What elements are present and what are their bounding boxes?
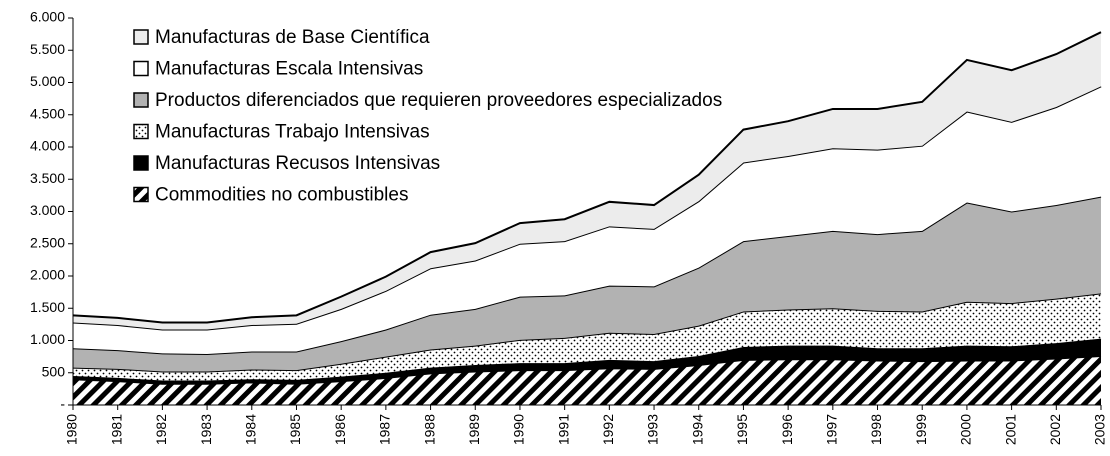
y-tick-label: 1.000	[30, 331, 65, 347]
legend-label: Manufacturas Trabajo Intensivas	[155, 122, 430, 143]
x-tick-label: 2000	[958, 414, 974, 445]
x-tick-label: 1991	[555, 414, 571, 445]
x-tick-label: 1999	[913, 414, 929, 445]
x-tick-label: 1992	[600, 414, 616, 445]
x-tick-label: 1981	[108, 414, 124, 445]
x-tick-label: 2003	[1092, 414, 1108, 445]
x-tick-label: 1993	[645, 414, 661, 445]
y-tick-label: 500	[42, 363, 66, 379]
legend-swatch	[133, 123, 149, 140]
y-tick-label: -	[60, 396, 65, 412]
legend-swatch	[133, 60, 149, 77]
y-tick-label: 5.000	[30, 73, 65, 89]
y-tick-label: 3.000	[30, 202, 65, 218]
area	[73, 196, 1101, 372]
x-tick-label: 1980	[64, 414, 80, 445]
x-tick-label: 1986	[332, 414, 348, 445]
area	[73, 355, 1101, 405]
x-tick-label: 1998	[868, 414, 884, 445]
x-tick-label: 1996	[779, 414, 795, 445]
x-tick-label: 1989	[466, 414, 482, 445]
x-tick-label: 2002	[1047, 414, 1063, 445]
y-tick-label: 2.500	[30, 234, 65, 250]
y-tick-label: 6.000	[30, 9, 65, 25]
legend-swatch	[133, 155, 149, 171]
y-tick-label: 2.000	[30, 267, 65, 283]
legend: Manufacturas de Base Científica Manufactu…	[133, 27, 722, 206]
x-tick-label: 1985	[287, 414, 303, 445]
x-tick-label: 1995	[734, 414, 750, 445]
y-tick-label: 4.000	[30, 138, 65, 154]
x-tick-label: 1987	[377, 414, 393, 445]
x-tick-label: 1988	[421, 414, 437, 445]
legend-label: Commodities no combustibles	[155, 185, 408, 206]
legend-swatch	[133, 186, 149, 203]
x-tick-label: 2001	[1002, 414, 1018, 445]
legend-label: Manufacturas Recusos Intensivas	[155, 153, 440, 174]
x-tick-label: 1994	[689, 414, 705, 445]
x-tick-label: 1982	[153, 414, 169, 445]
y-tick-label: 5.500	[30, 41, 65, 57]
y-tick-label: 4.500	[30, 105, 65, 121]
area	[73, 338, 1101, 384]
legend-label: Manufacturas de Base Científica	[155, 27, 430, 48]
x-tick-label: 1990	[511, 414, 527, 445]
x-tick-label: 1997	[824, 414, 840, 445]
area	[73, 293, 1101, 381]
legend-label: Productos diferenciados que requieren pr…	[155, 90, 722, 111]
x-tick-label: 1984	[242, 414, 258, 445]
area-edge	[72, 31, 1102, 324]
legend-swatch	[133, 92, 149, 108]
legend-label: Manufacturas Escala Intensivas	[155, 59, 423, 80]
legend-swatch	[133, 29, 149, 45]
y-tick-label: 1.500	[30, 299, 65, 315]
area	[73, 86, 1101, 355]
x-tick-label: 1983	[198, 414, 214, 445]
y-tick-label: 3.500	[30, 170, 65, 186]
